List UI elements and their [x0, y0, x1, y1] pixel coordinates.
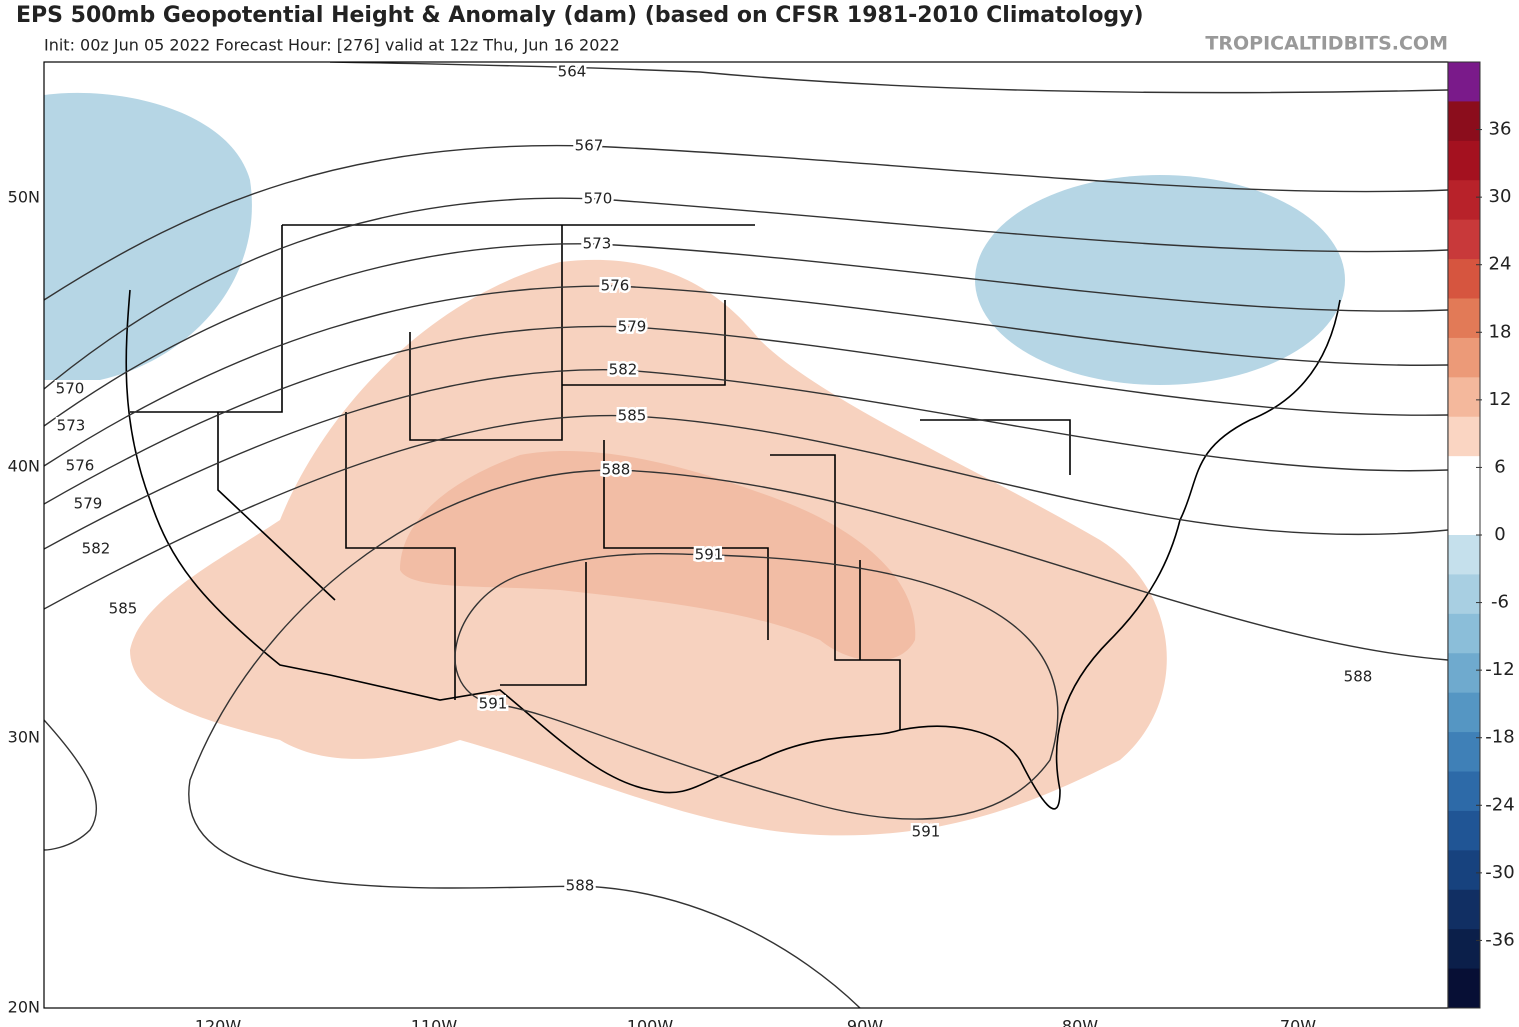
- contour-line: [44, 243, 1448, 427]
- contour-label: 585: [109, 600, 138, 618]
- contour-line: [44, 719, 98, 851]
- colorbar-swatch: [1448, 850, 1480, 891]
- colorbar-swatch: [1448, 613, 1480, 654]
- colorbar-tick-label: -30: [1485, 862, 1514, 883]
- colorbar-swatch: [1448, 180, 1480, 221]
- colorbar-swatch: [1448, 889, 1480, 930]
- colorbar-swatch: [1448, 692, 1480, 733]
- colorbar-swatch: [1448, 101, 1480, 142]
- lat-label: 50N: [8, 188, 40, 207]
- colorbar-swatch: [1448, 771, 1480, 812]
- colorbar-swatch: [1448, 140, 1480, 181]
- subtitle: Init: 00z Jun 05 2022 Forecast Hour: [27…: [44, 36, 620, 55]
- colorbar-tick-label: 0: [1494, 524, 1505, 545]
- colorbar-tick-label: 6: [1494, 456, 1505, 477]
- colorbar-tick-label: -24: [1485, 794, 1514, 815]
- contour-label: 570: [56, 380, 85, 398]
- lon-label: 120W: [195, 1017, 242, 1027]
- colorbar-swatch: [1448, 377, 1480, 418]
- colorbar-swatch: [1448, 416, 1480, 457]
- contour-label: 567: [575, 137, 604, 155]
- contour-label: 588: [1344, 668, 1373, 686]
- contour-label: 591: [479, 695, 508, 713]
- contour-line: [44, 414, 1448, 610]
- contour-label: 573: [57, 417, 86, 435]
- contour-label: 588: [602, 461, 631, 479]
- contour-label: 576: [601, 277, 630, 295]
- contour-label: 570: [584, 190, 613, 208]
- lon-label: 100W: [627, 1017, 674, 1027]
- lat-label: 30N: [8, 728, 40, 747]
- contour-label: 564: [558, 63, 587, 81]
- colorbar-tick-label: -36: [1485, 929, 1514, 950]
- colorbar-tick-label: 18: [1489, 321, 1512, 342]
- contour-line: [44, 325, 1448, 505]
- colorbar-swatch: [1448, 653, 1480, 694]
- colorbar-swatch: [1448, 810, 1480, 851]
- contour-line: [329, 62, 1448, 94]
- colorbar-tick-label: 30: [1489, 186, 1512, 207]
- title: EPS 500mb Geopotential Height & Anomaly …: [16, 3, 1144, 28]
- colorbar-swatch: [1448, 456, 1480, 497]
- colorbar-swatch: [1448, 968, 1480, 1009]
- colorbar-swatch: [1448, 574, 1480, 615]
- contour-label: 582: [609, 361, 638, 379]
- colorbar-tick-label: 24: [1489, 254, 1512, 275]
- colorbar-swatch: [1448, 732, 1480, 772]
- contour-label: 585: [618, 407, 647, 425]
- contour-line: [44, 197, 1448, 390]
- contour-label: 591: [695, 546, 724, 564]
- contour-label: 573: [583, 235, 612, 253]
- contour-label: 579: [74, 495, 103, 513]
- lon-label: 110W: [411, 1017, 458, 1027]
- lon-label: 80W: [1062, 1017, 1098, 1027]
- colorbar-tick-label: -12: [1485, 659, 1514, 680]
- colorbar-swatch: [1448, 219, 1480, 260]
- contour-line: [44, 368, 1448, 550]
- lat-label: 40N: [8, 457, 40, 476]
- contour-line: [454, 553, 1059, 820]
- colorbar-swatch: [1448, 929, 1480, 970]
- colorbar-swatch: [1448, 259, 1480, 299]
- colorbar-swatch: [1448, 337, 1480, 378]
- negative-anomaly: [44, 92, 252, 380]
- colorbar-swatch: [1448, 62, 1480, 102]
- positive-anomaly-core: [400, 451, 916, 661]
- colorbar-tick-label: 12: [1489, 389, 1512, 410]
- lat-label: 20N: [8, 998, 40, 1017]
- colorbar: 36 30 24 18 12 6 0 -6 -12 -18 -24 -30 -36: [1447, 61, 1515, 1009]
- contour-label: 582: [82, 540, 111, 558]
- colorbar-tick-label: 36: [1489, 119, 1512, 140]
- colorbar-tick-label: -18: [1485, 727, 1514, 748]
- contour-line: [188, 469, 1448, 1008]
- negative-anomaly: [975, 175, 1345, 385]
- colorbar-swatch: [1448, 495, 1480, 536]
- contour-label: 588: [566, 877, 595, 895]
- contour-label: 591: [912, 823, 941, 841]
- colorbar-tick-label: -6: [1491, 592, 1509, 613]
- lon-label: 70W: [1280, 1017, 1316, 1027]
- contour-line: [44, 144, 1448, 301]
- colorbar-swatch: [1448, 535, 1480, 575]
- lon-label: 90W: [847, 1017, 883, 1027]
- colorbar-swatch: [1448, 298, 1480, 339]
- map: 564 567 570 573 576 579 582 585 588 591 570 573 576 5…: [43, 61, 1449, 1009]
- contour-label: 579: [618, 318, 647, 336]
- contour-line: [44, 285, 1448, 467]
- watermark: TROPICALTIDBITS.COM: [1205, 33, 1448, 55]
- contour-label: 576: [66, 457, 95, 475]
